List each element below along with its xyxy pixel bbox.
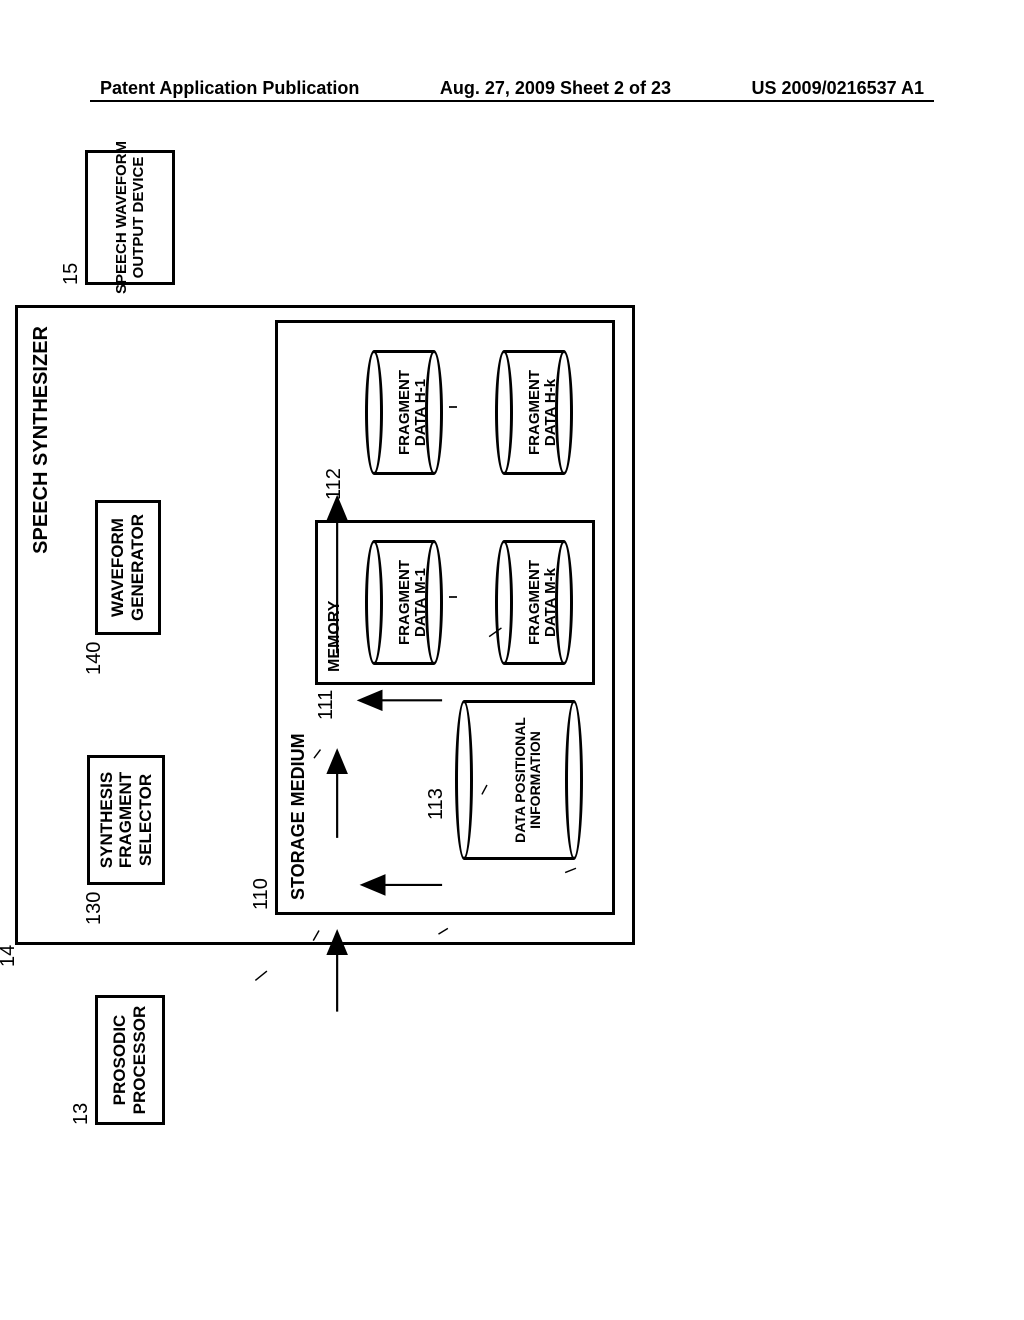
header-right: US 2009/0216537 A1: [752, 78, 924, 99]
header-rule: [90, 100, 934, 102]
cylinder-dpi-label: DATA POSITIONAL INFORMATION: [513, 700, 544, 860]
ref-13: 13: [70, 1103, 93, 1125]
cylinder-hk-label: FRAGMENT DATA H-k: [527, 350, 560, 475]
ref-15: 15: [60, 263, 83, 285]
vdots-m: ····: [447, 586, 455, 607]
cylinder-m1-label: FRAGMENT DATA M-1: [397, 540, 430, 665]
waveform-box: WAVEFORM GENERATOR: [95, 500, 161, 635]
waveform-label: WAVEFORM GENERATOR: [108, 514, 147, 621]
cylinder-dpi: DATA POSITIONAL INFORMATION: [455, 700, 583, 860]
page-header: Patent Application Publication Aug. 27, …: [0, 78, 1024, 99]
cylinder-h1: FRAGMENT DATA H-1: [365, 350, 443, 475]
selector-label: SYNTHESIS FRAGMENT SELECTOR: [97, 772, 156, 868]
ref-130: 130: [83, 892, 106, 925]
ref-112: 112: [323, 468, 346, 500]
ref-113: 113: [425, 788, 448, 820]
output-box: SPEECH WAVEFORM OUTPUT DEVICE: [85, 150, 175, 285]
prosodic-processor-box: PROSODIC PROCESSOR: [95, 995, 165, 1125]
cylinder-h1-label: FRAGMENT DATA H-1: [397, 350, 430, 475]
output-label: SPEECH WAVEFORM OUTPUT DEVICE: [113, 141, 148, 294]
cylinder-mk: FRAGMENT DATA M-k: [495, 540, 573, 665]
ref-14: 14: [0, 945, 20, 967]
cylinder-mk-label: FRAGMENT DATA M-k: [527, 540, 560, 665]
cylinder-hk: FRAGMENT DATA H-k: [495, 350, 573, 475]
vdots-h: ····: [447, 396, 455, 417]
cylinder-m1: FRAGMENT DATA M-1: [365, 540, 443, 665]
header-left: Patent Application Publication: [100, 78, 359, 99]
storage-label: STORAGE MEDIUM: [288, 733, 309, 900]
figure-area: F I G . 2 SPEECH SYNTHESIZER 14 PROSODIC…: [0, 295, 1024, 1055]
speech-synth-title: SPEECH SYNTHESIZER: [30, 326, 53, 554]
header-center: Aug. 27, 2009 Sheet 2 of 23: [440, 78, 671, 99]
ref-140: 140: [83, 642, 106, 675]
ref-110: 110: [250, 878, 273, 910]
selector-box: SYNTHESIS FRAGMENT SELECTOR: [87, 755, 165, 885]
prosodic-label: PROSODIC PROCESSOR: [110, 1006, 149, 1115]
ref-111: 111: [315, 690, 338, 720]
memory-label: MEMORY: [326, 601, 344, 672]
